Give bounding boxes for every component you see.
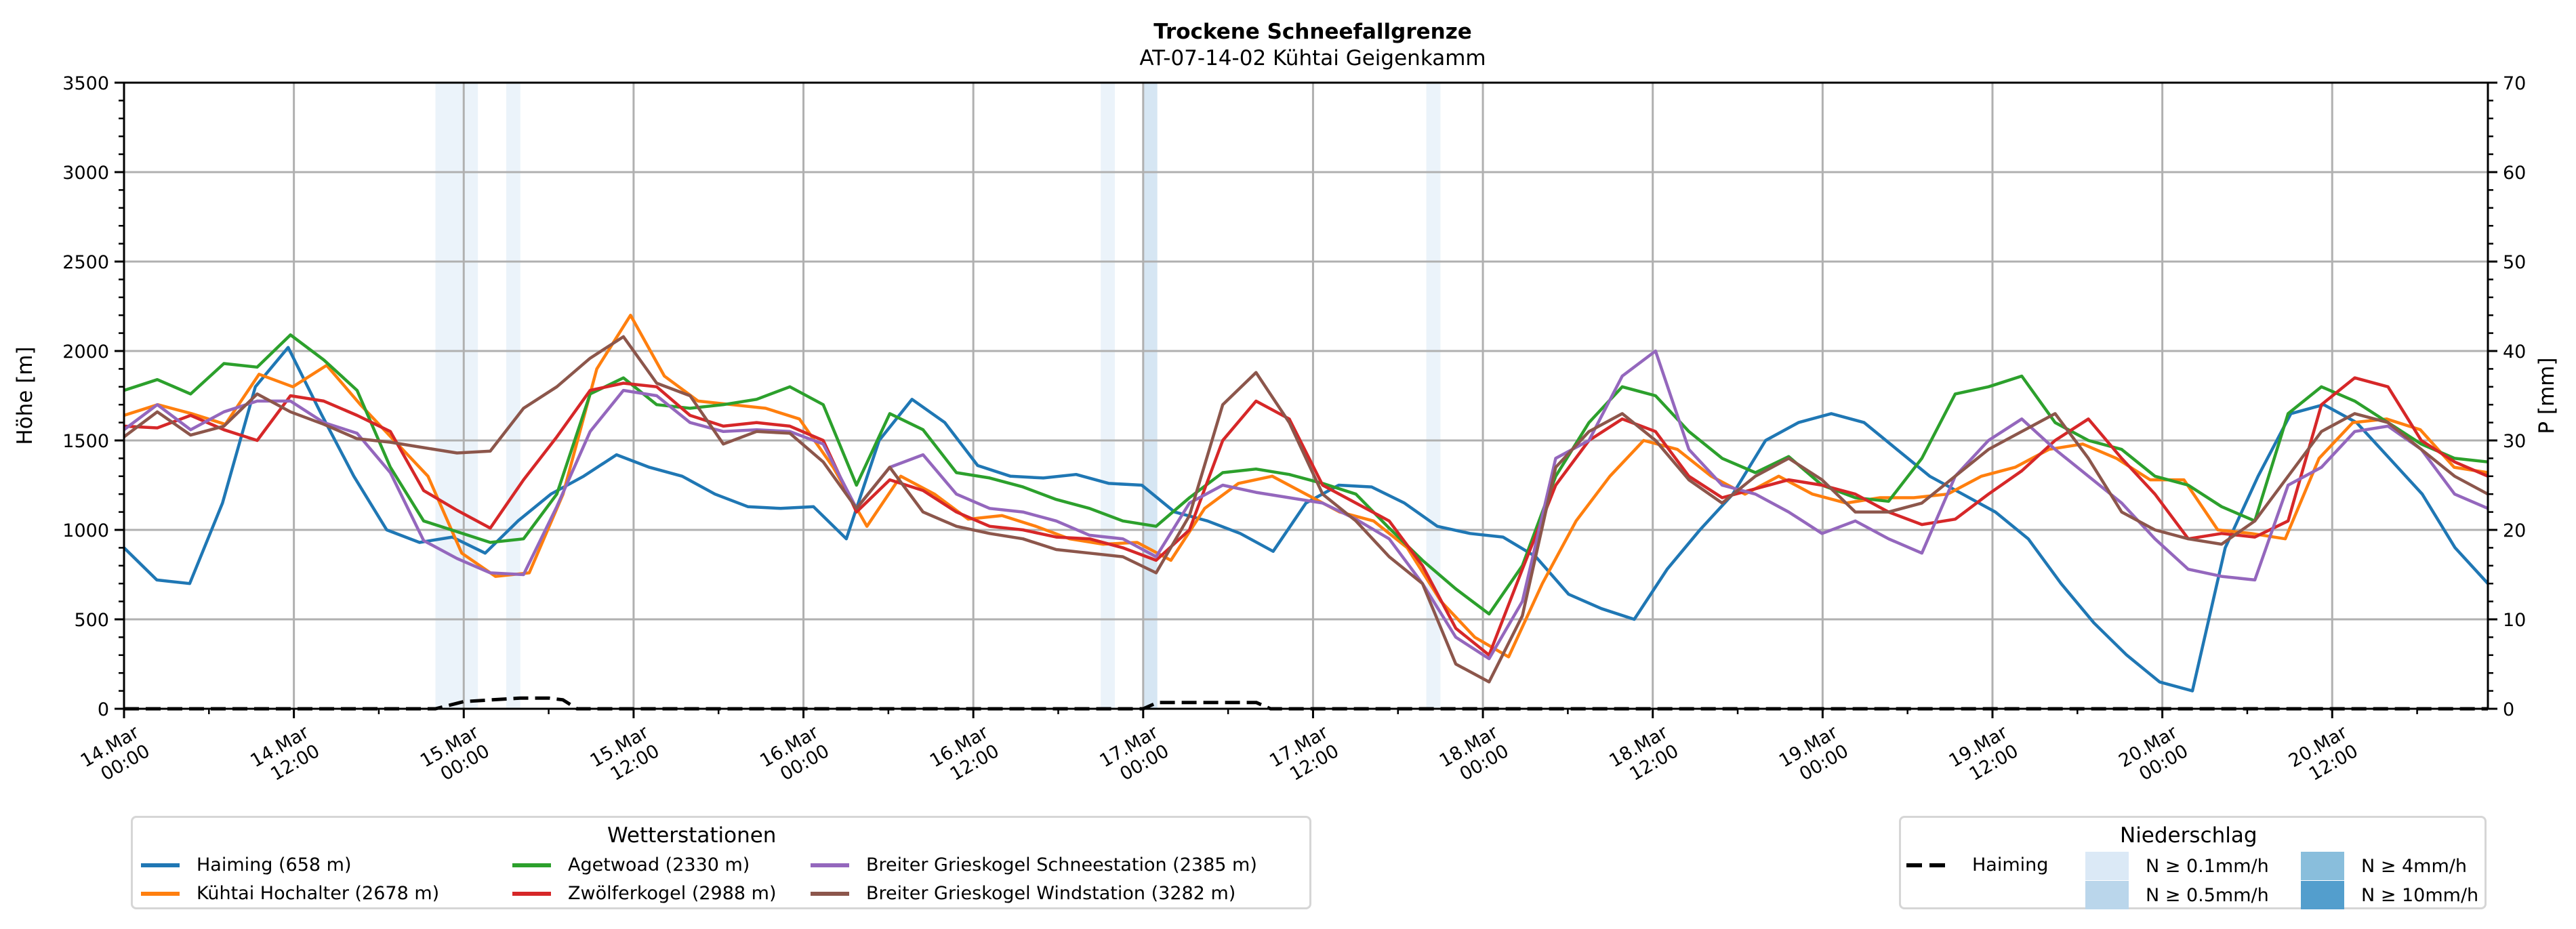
legend-stations: Wetterstationen Haiming (658 m) Kühtai H… xyxy=(131,816,1311,909)
legend-item: Zwölferkogel (2988 m) xyxy=(512,883,777,904)
y2-tick-label: 60 xyxy=(2503,163,2526,184)
legend-item: Breiter Grieskogel Schneestation (2385 m… xyxy=(811,854,1257,875)
chart-subtitle: AT-07-14-02 Kühtai Geigenkamm xyxy=(1139,46,1486,70)
legend-item: N ≥ 10mm/h xyxy=(2301,881,2478,909)
precip-band xyxy=(464,83,478,709)
precip-band xyxy=(1101,83,1116,709)
legend-line-icon xyxy=(512,891,551,896)
legend-item: Breiter Grieskogel Windstation (3282 m) xyxy=(811,883,1235,904)
legend-label: N ≥ 10mm/h xyxy=(2361,884,2479,906)
plot-frame xyxy=(123,81,2489,710)
y2-axis-label: P [mm] xyxy=(2535,357,2559,434)
precip-line xyxy=(124,696,2488,711)
legend-label: N ≥ 0.5mm/h xyxy=(2146,884,2269,906)
legend-label: Kühtai Hochalter (2678 m) xyxy=(197,883,440,904)
y-tick-label: 1000 xyxy=(62,520,109,541)
precip-band xyxy=(1426,83,1441,709)
legend-line-icon xyxy=(811,891,849,896)
series-line xyxy=(123,376,2489,657)
legend-stations-title: Wetterstationen xyxy=(607,823,777,848)
y-tick-label: 2000 xyxy=(62,342,109,363)
series-line xyxy=(123,349,2489,661)
legend-item: Haiming xyxy=(1906,854,2048,875)
y2-tick-label: 0 xyxy=(2503,699,2514,720)
legend-label: Haiming xyxy=(1972,854,2049,875)
legend-item: N ≥ 4mm/h xyxy=(2301,852,2467,880)
y2-tick-label: 10 xyxy=(2503,610,2526,631)
series-line xyxy=(123,346,2489,693)
legend-item: Agetwoad (2330 m) xyxy=(512,854,750,875)
series-line xyxy=(123,335,2489,684)
y-tick-label: 2500 xyxy=(62,252,109,273)
grid xyxy=(123,83,2488,709)
y2-tick-label: 20 xyxy=(2503,520,2526,541)
y2-tick-label: 40 xyxy=(2503,342,2526,363)
series-lines xyxy=(123,313,2489,693)
chart-title: Trockene Schneefallgrenze xyxy=(1153,20,1472,44)
precip-line-group xyxy=(124,696,2488,711)
legend-label: N ≥ 4mm/h xyxy=(2361,855,2467,877)
color-patch-icon xyxy=(2301,881,2344,909)
color-patch-icon xyxy=(2085,881,2129,909)
precip-band xyxy=(435,83,464,709)
legend-item: N ≥ 0.5mm/h xyxy=(2085,881,2269,909)
legend-item: Kühtai Hochalter (2678 m) xyxy=(141,883,439,904)
legend-line-icon xyxy=(512,863,551,867)
series-line xyxy=(123,333,2489,616)
legend-label: Haiming (658 m) xyxy=(197,854,352,875)
legend-precip-title: Niederschlag xyxy=(2120,823,2257,848)
y-tick-label: 500 xyxy=(74,610,109,631)
y2-tick-label: 50 xyxy=(2503,252,2526,273)
series-line xyxy=(123,313,2489,659)
legend-line-icon xyxy=(141,891,180,896)
precip-bands xyxy=(435,83,1441,709)
legend-precip: Niederschlag Haiming N ≥ 0.1mm/h N ≥ 0.5… xyxy=(1899,816,2487,909)
legend-label: N ≥ 0.1mm/h xyxy=(2146,855,2269,877)
legend-item: N ≥ 0.1mm/h xyxy=(2085,852,2269,880)
legend-line-icon xyxy=(811,863,849,867)
y-tick-label: 3000 xyxy=(62,163,109,184)
y2-tick-label: 70 xyxy=(2503,73,2526,94)
y-tick-label: 0 xyxy=(98,699,109,720)
y2-tick-label: 30 xyxy=(2503,431,2526,452)
dashed-line-icon xyxy=(1906,863,1945,867)
legend-item: Haiming (658 m) xyxy=(141,854,351,875)
precip-band xyxy=(506,83,520,709)
legend-line-icon xyxy=(141,863,180,867)
color-patch-icon xyxy=(2301,852,2344,880)
color-patch-icon xyxy=(2085,852,2129,880)
legend-label: Breiter Grieskogel Schneestation (2385 m… xyxy=(866,854,1257,875)
precip-band xyxy=(1143,83,1158,709)
legend-label: Breiter Grieskogel Windstation (3282 m) xyxy=(866,883,1236,904)
y-tick-label: 1500 xyxy=(62,431,109,452)
legend-label: Zwölferkogel (2988 m) xyxy=(568,883,777,904)
y-tick-label: 3500 xyxy=(62,73,109,94)
legend-label: Agetwoad (2330 m) xyxy=(568,854,750,875)
y-axis-label: Höhe [m] xyxy=(13,346,37,445)
